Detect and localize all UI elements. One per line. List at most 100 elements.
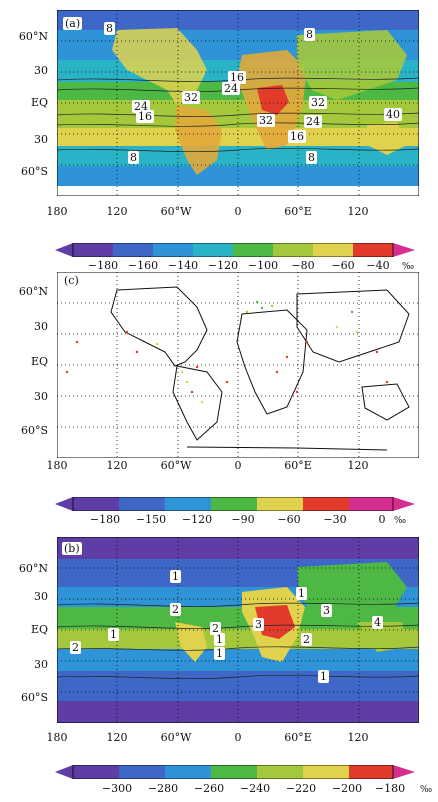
contour-label: 24 (222, 82, 240, 95)
colorbar-tick: −40 (366, 259, 390, 272)
contour-label: 2 (70, 641, 81, 654)
panel-c-label: (c) (62, 274, 81, 287)
lon-label: 60°E (284, 205, 312, 218)
contour-label: 32 (309, 96, 327, 109)
colorbar-unit: ‰ (420, 785, 433, 795)
contour-label: 16 (228, 71, 246, 84)
contour-label: 8 (306, 151, 317, 164)
contour-label: 1 (318, 670, 329, 683)
colorbar-tick: −140 (167, 259, 199, 272)
contour-label: 4 (372, 616, 383, 629)
lon-label: 60°E (284, 731, 312, 744)
station-dots (65, 300, 389, 404)
panel-b-label: (b) (62, 542, 82, 555)
lon-label: 120 (106, 731, 128, 744)
lat-label: 30 (34, 590, 48, 603)
colorbar-tick: −30 (323, 513, 347, 526)
contour-label: 8 (104, 22, 115, 35)
colorbar-tick: −160 (127, 259, 159, 272)
contour-label: 1 (296, 587, 307, 600)
lon-label: 0 (234, 459, 242, 472)
colorbar-unit: ‰ (394, 516, 407, 526)
colorbar-tick: −240 (239, 782, 271, 795)
contour-label: 1 (170, 570, 181, 583)
contour-label: 2 (170, 603, 181, 616)
lon-label: 120 (106, 459, 128, 472)
colorbar-tick: −180 (374, 782, 406, 795)
lon-label: 60°W (160, 205, 192, 218)
lat-label: 30 (34, 133, 48, 146)
lon-label: 60°W (160, 731, 192, 744)
panel-c: (c) 60°N 30 EQ 30 60°S 180 120 60°W 0 60… (0, 270, 438, 495)
colorbar-tick: −180 (87, 259, 119, 272)
lon-label: 120 (347, 205, 369, 218)
lon-label: 60°E (284, 459, 312, 472)
lat-label: 30 (34, 390, 48, 403)
colorbar-tick: −120 (207, 259, 239, 272)
colorbar-a-strip (55, 243, 415, 257)
contour-label: 1 (214, 647, 225, 660)
colorbar-c: −180 −150 −120 −90 −60 −30 0 ‰ (0, 495, 438, 535)
colorbar-b: −300 −280 −260 −240 −220 −200 −180 ‰ (0, 762, 438, 802)
contour-label: 16 (288, 130, 306, 143)
contour-label: 2 (301, 633, 312, 646)
contour-label: 8 (304, 28, 315, 41)
lat-label: EQ (30, 96, 48, 109)
contour-label: 1 (108, 628, 119, 641)
lat-label: EQ (30, 355, 48, 368)
colorbar-tick: −60 (331, 259, 355, 272)
lat-label: 30 (34, 658, 48, 671)
colorbar-tick: −90 (231, 513, 255, 526)
colorbar-tick: −220 (285, 782, 317, 795)
colorbar-tick: −280 (147, 782, 179, 795)
map-panel-a (57, 10, 419, 196)
panel-a: (a) 8 8 16 24 32 24 16 32 32 24 16 40 8 … (0, 0, 438, 240)
lat-label: 30 (34, 64, 48, 77)
contour-label: 3 (253, 618, 264, 631)
lon-label: 180 (46, 205, 68, 218)
lat-label: 60°S (20, 165, 48, 178)
lon-label: 60°W (160, 459, 192, 472)
lon-label: 120 (106, 205, 128, 218)
contour-label: 32 (182, 91, 200, 104)
contour-label: 24 (304, 115, 322, 128)
lon-label: 180 (46, 731, 68, 744)
colorbar-tick: −260 (193, 782, 225, 795)
lat-label: 60°N (18, 562, 48, 575)
colorbar-tick: −60 (277, 513, 301, 526)
lat-label: 60°N (18, 285, 48, 298)
lat-label: 30 (34, 320, 48, 333)
colorbar-tick: −300 (101, 782, 133, 795)
contour-label: 32 (257, 114, 275, 127)
colorbar-tick: −180 (89, 513, 121, 526)
map-panel-b (57, 537, 419, 723)
contour-label: 24 (132, 100, 150, 113)
colorbar-c-strip (55, 497, 415, 511)
colorbar-tick: −80 (291, 259, 315, 272)
colorbar-tick: −200 (331, 782, 363, 795)
contour-label: 16 (136, 110, 154, 123)
lon-label: 0 (234, 731, 242, 744)
colorbar-tick: 0 (378, 513, 386, 526)
lon-label: 180 (46, 459, 68, 472)
lon-label: 120 (347, 459, 369, 472)
contour-label: 3 (321, 604, 332, 617)
lat-label: 60°S (20, 424, 48, 437)
panel-a-label: (a) (63, 17, 83, 30)
contour-label: 40 (384, 108, 402, 121)
colorbar-b-strip (55, 765, 415, 779)
contour-label: 8 (128, 151, 139, 164)
panel-b: (b) 1 1 2 1 2 2 3 1 3 4 2 1 1 60°N 30 EQ… (0, 530, 438, 770)
colorbar-tick: −120 (181, 513, 213, 526)
lat-label: EQ (30, 623, 48, 636)
contour-label: 2 (210, 622, 221, 635)
colorbar-tick: −100 (247, 259, 279, 272)
colorbar-unit: ‰ (402, 262, 415, 272)
contour-label: 1 (214, 633, 225, 646)
lat-label: 60°N (18, 30, 48, 43)
lon-label: 120 (347, 731, 369, 744)
colorbar-tick: −150 (135, 513, 167, 526)
map-panel-c (57, 272, 419, 458)
colorbar-a: −180 −160 −140 −120 −100 −80 −60 −40 ‰ (0, 240, 438, 280)
lon-label: 0 (234, 205, 242, 218)
